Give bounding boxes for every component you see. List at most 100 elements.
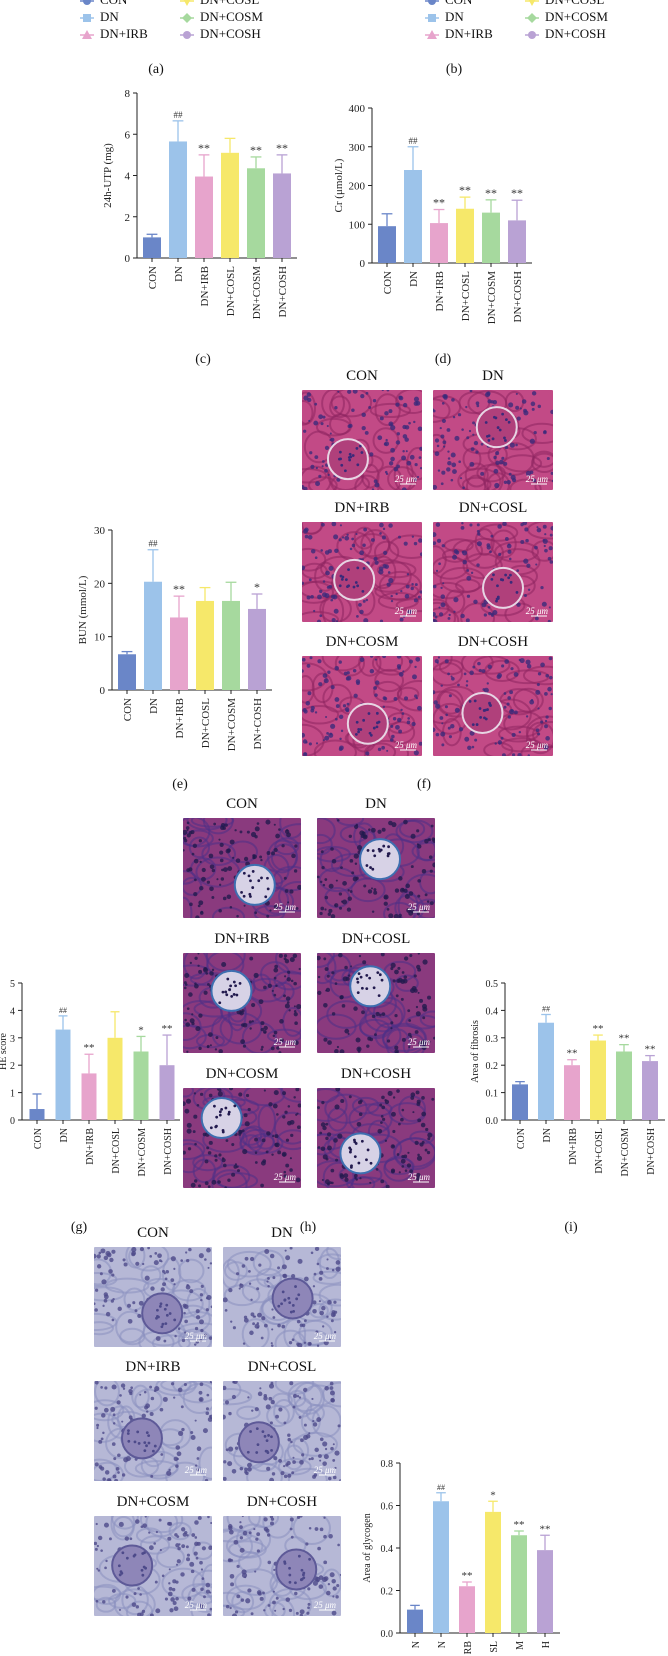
y-tick-label: 0	[10, 1116, 15, 1127]
bar	[29, 1109, 45, 1120]
bar	[170, 617, 188, 690]
x-tick-label: CON	[516, 1128, 527, 1149]
legend-marker-icon	[525, 31, 539, 40]
micrograph-title: DN	[365, 796, 387, 812]
chart-g: 0 1 2 3 4 5 HE score CON ## DN ** DN+IRB DN+COSL * DN+…	[0, 979, 180, 1176]
bar	[511, 1535, 527, 1633]
scale-bar-label: 25 μm	[525, 740, 548, 750]
legend-label: DN+COSL	[545, 0, 604, 7]
x-tick-label: DN+COSL	[225, 266, 237, 316]
scale-bar-label: 25 μm	[273, 1172, 296, 1182]
micrograph-title: CON	[137, 1225, 169, 1241]
x-tick-label: DN+COSL	[594, 1128, 605, 1174]
bar	[404, 170, 422, 263]
micrograph-title: CON	[226, 796, 258, 812]
bar	[590, 1040, 606, 1120]
panel-label-d: (d)	[434, 352, 452, 367]
x-tick-label: DN+COSL	[111, 1128, 122, 1174]
legend-marker-icon	[525, 0, 539, 7]
y-axis-label: HE score	[0, 1032, 9, 1069]
bar	[485, 1511, 501, 1633]
scale-bar-label: 25 μm	[394, 474, 417, 484]
y-tick-label: 0.6	[381, 1502, 394, 1513]
scale-bar-label: 25 μm	[273, 1037, 296, 1047]
significance-label: **	[514, 1519, 525, 1531]
legend-label: DN	[445, 9, 464, 24]
micrograph-image: 25 μm	[317, 1088, 435, 1188]
y-axis-label: Cr (μmol/L)	[333, 158, 345, 212]
significance-label: **	[84, 1042, 95, 1054]
x-tick-label: DN	[173, 266, 185, 282]
micrograph-image: 25 μm	[433, 656, 553, 756]
micrograph-title: DN	[271, 1225, 293, 1241]
micrograph-title: DN	[482, 368, 504, 384]
x-tick-label: DN+COSH	[163, 1128, 174, 1175]
panel-label-c: (c)	[195, 352, 211, 367]
x-tick-label: DN+IRB	[85, 1128, 96, 1165]
significance-label: **	[540, 1523, 551, 1535]
x-tick-label: DN+COSH	[646, 1128, 657, 1175]
bar	[107, 1037, 123, 1120]
micrograph-image: 25 μm	[183, 1088, 301, 1188]
bar	[247, 168, 265, 258]
micrograph-title: DN+IRB	[125, 1359, 181, 1375]
y-tick-label: 0.8	[381, 1459, 394, 1470]
significance-label: **	[276, 141, 288, 155]
significance-label: **	[645, 1044, 656, 1056]
bar	[248, 608, 266, 690]
significance-label: **	[619, 1033, 630, 1045]
legend-item: CON	[425, 0, 472, 8]
y-tick-label: 0	[360, 258, 366, 270]
y-tick-label: 8	[125, 88, 131, 100]
legend-label: DN+COSH	[545, 26, 606, 41]
legend-marker-icon	[180, 13, 194, 24]
panel-label-e: (e)	[172, 777, 188, 792]
x-tick-label: CON	[382, 271, 394, 294]
micrograph-title: CON	[346, 368, 378, 384]
chart-k: 0.0 0.2 0.4 0.6 0.8 Area of glycogen N ## N ** RB *…	[362, 1459, 560, 1655]
y-tick-label: 2	[10, 1061, 15, 1072]
bar	[616, 1051, 632, 1120]
panel-label-i: (i)	[564, 1220, 578, 1235]
significance-label: ##	[542, 1005, 550, 1014]
y-tick-label: 0.1	[486, 1089, 499, 1100]
legend-label: DN+IRB	[100, 26, 148, 41]
significance-label: **	[593, 1023, 604, 1035]
legend-label: DN+IRB	[445, 26, 493, 41]
legend-marker-icon	[80, 0, 94, 6]
legend-item: DN+IRB	[80, 26, 148, 42]
micrograph-title: DN+IRB	[214, 931, 270, 947]
panel-label-h: (h)	[299, 1220, 317, 1235]
bar	[433, 1501, 449, 1633]
legend-marker-icon	[525, 13, 539, 24]
micrograph-title: DN+COSH	[340, 1066, 412, 1082]
x-tick-label: CON	[147, 266, 159, 289]
significance-label: ##	[149, 539, 159, 549]
micrograph-title: DN+COSL	[247, 1359, 317, 1375]
bar	[195, 176, 213, 258]
y-tick-label: 200	[349, 181, 366, 193]
significance-label: ##	[174, 110, 184, 120]
x-tick-label: DN+COSL	[200, 698, 212, 748]
x-tick-label: DN	[148, 698, 160, 714]
y-tick-label: 20	[94, 578, 106, 590]
legend-marker-icon	[425, 14, 439, 23]
legend-marker-icon	[180, 0, 194, 7]
y-tick-label: 0.5	[486, 979, 499, 990]
micrograph-image: 25 μm	[183, 953, 301, 1053]
x-tick-label: DN+COSL	[460, 271, 472, 321]
micrograph-image: 25 μm	[302, 656, 422, 756]
panel-label-f: (f)	[417, 777, 431, 792]
significance-label: **	[567, 1048, 578, 1060]
bar	[143, 237, 161, 258]
bar	[459, 1586, 475, 1633]
significance-label: **	[250, 143, 262, 157]
micrograph-image: 25 μm	[94, 1247, 212, 1347]
x-tick-label: RB	[463, 1641, 474, 1655]
y-tick-label: 2	[125, 212, 131, 224]
y-axis-label: Area of glycogen	[362, 1513, 373, 1582]
micrograph-title: DN+COSM	[205, 1066, 279, 1082]
bar	[144, 581, 162, 690]
micrograph-image: 25 μm	[94, 1516, 212, 1616]
x-tick-label: DN+COSM	[226, 698, 238, 751]
